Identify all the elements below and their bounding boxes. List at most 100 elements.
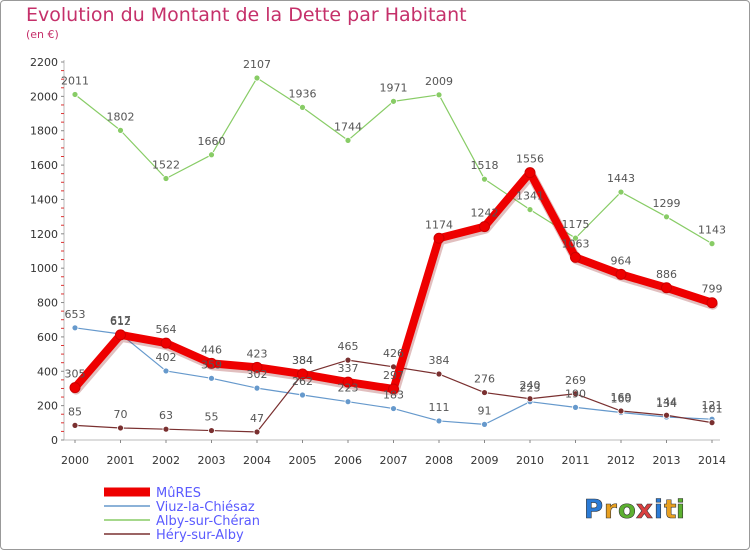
data-point [708, 240, 716, 248]
data-label: 2009 [425, 75, 453, 88]
data-point [160, 337, 172, 349]
data-label: 337 [338, 362, 359, 375]
data-label: 799 [702, 283, 723, 296]
data-point [162, 425, 170, 433]
data-label: 70 [114, 408, 128, 421]
data-point [481, 175, 488, 183]
data-point [524, 167, 536, 179]
data-point [617, 188, 625, 196]
data-point [663, 411, 670, 419]
data-label: 269 [565, 374, 586, 387]
chart-subtitle: (en €) [26, 28, 59, 41]
data-point [71, 91, 79, 98]
data-point [115, 329, 126, 341]
data-label: 262 [292, 375, 313, 388]
data-point [253, 74, 261, 82]
data-label: 1971 [380, 81, 408, 94]
data-point [572, 234, 579, 242]
data-point [253, 428, 261, 436]
data-point [615, 268, 627, 280]
data-label: 223 [338, 382, 359, 395]
data-label: 1143 [698, 224, 726, 237]
data-point [481, 389, 488, 396]
data-point [299, 391, 306, 399]
logo-letter: P [584, 495, 603, 525]
x-tick-label: 2011 [562, 454, 590, 467]
legend: MûRESViuz-la-ChiésazAlby-sur-ChéranHéry-… [104, 486, 260, 543]
data-point [69, 382, 81, 394]
data-label: 1341 [516, 190, 544, 203]
y-tick-label: 1000 [30, 262, 58, 275]
data-label: 653 [65, 308, 86, 321]
data-label: 297 [383, 369, 404, 382]
data-point [251, 361, 263, 373]
data-label: 426 [383, 347, 404, 360]
y-tick-label: 800 [37, 297, 58, 310]
data-point [297, 368, 308, 380]
chart-title: Evolution du Montant de la Dette par Hab… [26, 4, 467, 26]
data-label: 402 [156, 351, 177, 364]
data-label: 612 [110, 315, 131, 328]
logo-letter: o [618, 495, 636, 525]
series-2 [71, 74, 716, 248]
data-label: 1242 [471, 207, 499, 220]
data-point [162, 367, 170, 375]
data-labels-layer: 653 617 402 359 302 262 223 183 111 91 223 190 160 13… [61, 58, 726, 425]
data-point [433, 232, 445, 244]
data-point [479, 221, 490, 233]
data-label: 384 [429, 354, 450, 367]
data-point [299, 103, 306, 111]
x-tick-label: 2005 [289, 454, 317, 467]
y-tick-label: 0 [51, 434, 58, 447]
data-label: 276 [474, 373, 495, 386]
data-label: 305 [65, 368, 86, 381]
x-tick-label: 2010 [516, 454, 544, 467]
data-label: 446 [201, 343, 222, 356]
x-tick-label: 2001 [107, 454, 135, 467]
data-label: 1744 [334, 120, 362, 133]
data-point [208, 427, 215, 434]
data-point [344, 356, 352, 364]
logo-letter: i [676, 495, 685, 525]
legend-label: MûRES [156, 486, 201, 501]
series-0 [69, 167, 718, 396]
data-label: 47 [250, 412, 264, 425]
data-label: 169 [611, 391, 632, 404]
data-point [435, 370, 443, 378]
data-label: 302 [247, 368, 268, 381]
data-point [435, 417, 443, 425]
x-tick-label: 2007 [380, 454, 408, 467]
x-tick-label: 2012 [607, 454, 635, 467]
data-point [617, 407, 625, 415]
data-point [253, 384, 261, 392]
data-point [208, 151, 215, 159]
data-label: 144 [656, 395, 677, 408]
data-point [71, 421, 79, 429]
data-point [71, 324, 79, 332]
logo-letter: x [636, 495, 653, 525]
data-label: 1660 [198, 135, 226, 148]
data-point [342, 376, 354, 388]
chart-axes: 0 200 400 600 800 1000 1200 1400 1600 1800 2000 220… [30, 56, 726, 467]
y-tick-label: 2200 [30, 56, 58, 69]
data-label: 1802 [107, 110, 135, 123]
data-point [117, 126, 124, 134]
logo-letter: i [654, 495, 663, 525]
data-label: 85 [68, 405, 82, 418]
x-tick-label: 2008 [425, 454, 453, 467]
y-tick-label: 200 [37, 400, 58, 413]
data-label: 964 [611, 254, 632, 267]
x-tick-label: 2006 [334, 454, 362, 467]
series-3 [71, 356, 716, 436]
x-tick-label: 2014 [698, 454, 726, 467]
data-point [481, 420, 488, 428]
data-point [162, 175, 170, 182]
data-label: 886 [656, 268, 677, 281]
data-label: 384 [292, 354, 313, 367]
data-label: 91 [478, 404, 492, 417]
data-point [572, 390, 579, 398]
data-label: 1443 [607, 172, 635, 185]
data-label: 111 [429, 401, 450, 414]
x-tick-label: 2002 [152, 454, 180, 467]
